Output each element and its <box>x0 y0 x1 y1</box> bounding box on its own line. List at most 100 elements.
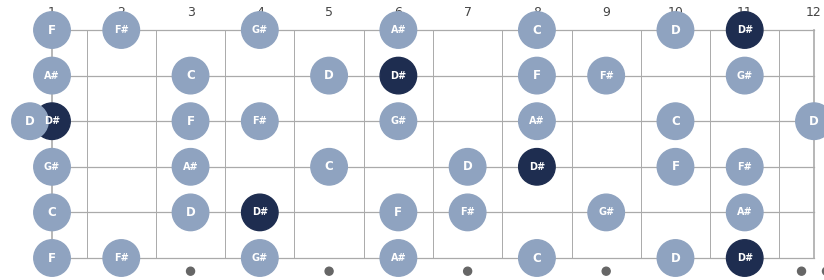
Circle shape <box>103 12 139 48</box>
Text: G#: G# <box>252 25 268 35</box>
Circle shape <box>449 194 486 231</box>
Circle shape <box>518 240 555 276</box>
Text: F: F <box>533 69 541 82</box>
Circle shape <box>34 12 70 48</box>
Text: 12: 12 <box>806 6 822 18</box>
Text: D: D <box>324 69 334 82</box>
Text: D: D <box>185 206 195 219</box>
Circle shape <box>34 194 70 231</box>
Circle shape <box>380 12 417 48</box>
Text: D: D <box>671 24 681 36</box>
Text: D: D <box>671 251 681 265</box>
Text: C: C <box>532 24 541 36</box>
Text: 2: 2 <box>117 6 125 18</box>
Text: 11: 11 <box>737 6 752 18</box>
Circle shape <box>172 57 208 94</box>
Circle shape <box>518 12 555 48</box>
Text: F: F <box>672 160 680 173</box>
Text: A#: A# <box>737 207 752 217</box>
Text: G#: G# <box>598 207 614 217</box>
Circle shape <box>727 194 763 231</box>
Circle shape <box>186 267 194 275</box>
Text: F#: F# <box>461 207 475 217</box>
Circle shape <box>658 12 694 48</box>
Text: F#: F# <box>114 25 129 35</box>
Circle shape <box>727 149 763 185</box>
Circle shape <box>798 267 806 275</box>
Text: D#: D# <box>737 25 753 35</box>
Circle shape <box>602 267 611 275</box>
Circle shape <box>311 57 348 94</box>
Text: 1: 1 <box>48 6 56 18</box>
Circle shape <box>241 194 278 231</box>
Circle shape <box>518 57 555 94</box>
Text: 5: 5 <box>325 6 333 18</box>
Circle shape <box>241 103 278 139</box>
Text: D#: D# <box>44 116 60 126</box>
Circle shape <box>380 240 417 276</box>
Text: G#: G# <box>44 162 60 172</box>
Circle shape <box>822 267 824 275</box>
Text: D: D <box>809 115 819 128</box>
Text: A#: A# <box>44 71 60 81</box>
Circle shape <box>588 57 625 94</box>
Circle shape <box>325 267 333 275</box>
Circle shape <box>518 103 555 139</box>
Text: D: D <box>25 115 35 128</box>
Circle shape <box>103 240 139 276</box>
Text: F#: F# <box>599 71 614 81</box>
Circle shape <box>241 12 278 48</box>
Text: D: D <box>24 114 36 129</box>
Circle shape <box>727 240 763 276</box>
Circle shape <box>311 149 348 185</box>
Circle shape <box>658 103 694 139</box>
Circle shape <box>727 57 763 94</box>
Text: 7: 7 <box>464 6 471 18</box>
Text: 4: 4 <box>256 6 264 18</box>
Text: D#: D# <box>252 207 268 217</box>
Text: F: F <box>48 24 56 36</box>
Text: 9: 9 <box>602 6 610 18</box>
Text: 8: 8 <box>533 6 541 18</box>
Text: F: F <box>186 115 194 128</box>
Circle shape <box>796 103 824 139</box>
Circle shape <box>380 103 417 139</box>
Circle shape <box>518 149 555 185</box>
Text: C: C <box>532 251 541 265</box>
Text: D#: D# <box>529 162 545 172</box>
Circle shape <box>241 240 278 276</box>
Text: F#: F# <box>252 116 267 126</box>
Text: G#: G# <box>391 116 406 126</box>
Circle shape <box>464 267 471 275</box>
Text: C: C <box>48 206 56 219</box>
Circle shape <box>380 194 417 231</box>
Circle shape <box>34 240 70 276</box>
Text: A#: A# <box>183 162 199 172</box>
Circle shape <box>449 149 486 185</box>
Text: A#: A# <box>391 253 406 263</box>
Circle shape <box>380 57 417 94</box>
Text: 10: 10 <box>667 6 683 18</box>
Text: C: C <box>325 160 334 173</box>
Text: F: F <box>48 251 56 265</box>
Text: C: C <box>186 69 195 82</box>
Text: 6: 6 <box>395 6 402 18</box>
Circle shape <box>658 149 694 185</box>
Text: A#: A# <box>391 25 406 35</box>
Text: G#: G# <box>737 71 753 81</box>
Circle shape <box>34 149 70 185</box>
Text: 3: 3 <box>186 6 194 18</box>
Circle shape <box>172 103 208 139</box>
Circle shape <box>34 57 70 94</box>
Circle shape <box>34 103 70 139</box>
Text: C: C <box>671 115 680 128</box>
Text: D#: D# <box>737 253 753 263</box>
Text: F: F <box>395 206 402 219</box>
Circle shape <box>588 194 625 231</box>
Text: D: D <box>463 160 472 173</box>
Circle shape <box>658 240 694 276</box>
Circle shape <box>172 149 208 185</box>
Circle shape <box>727 12 763 48</box>
Text: A#: A# <box>529 116 545 126</box>
Text: D#: D# <box>391 71 406 81</box>
